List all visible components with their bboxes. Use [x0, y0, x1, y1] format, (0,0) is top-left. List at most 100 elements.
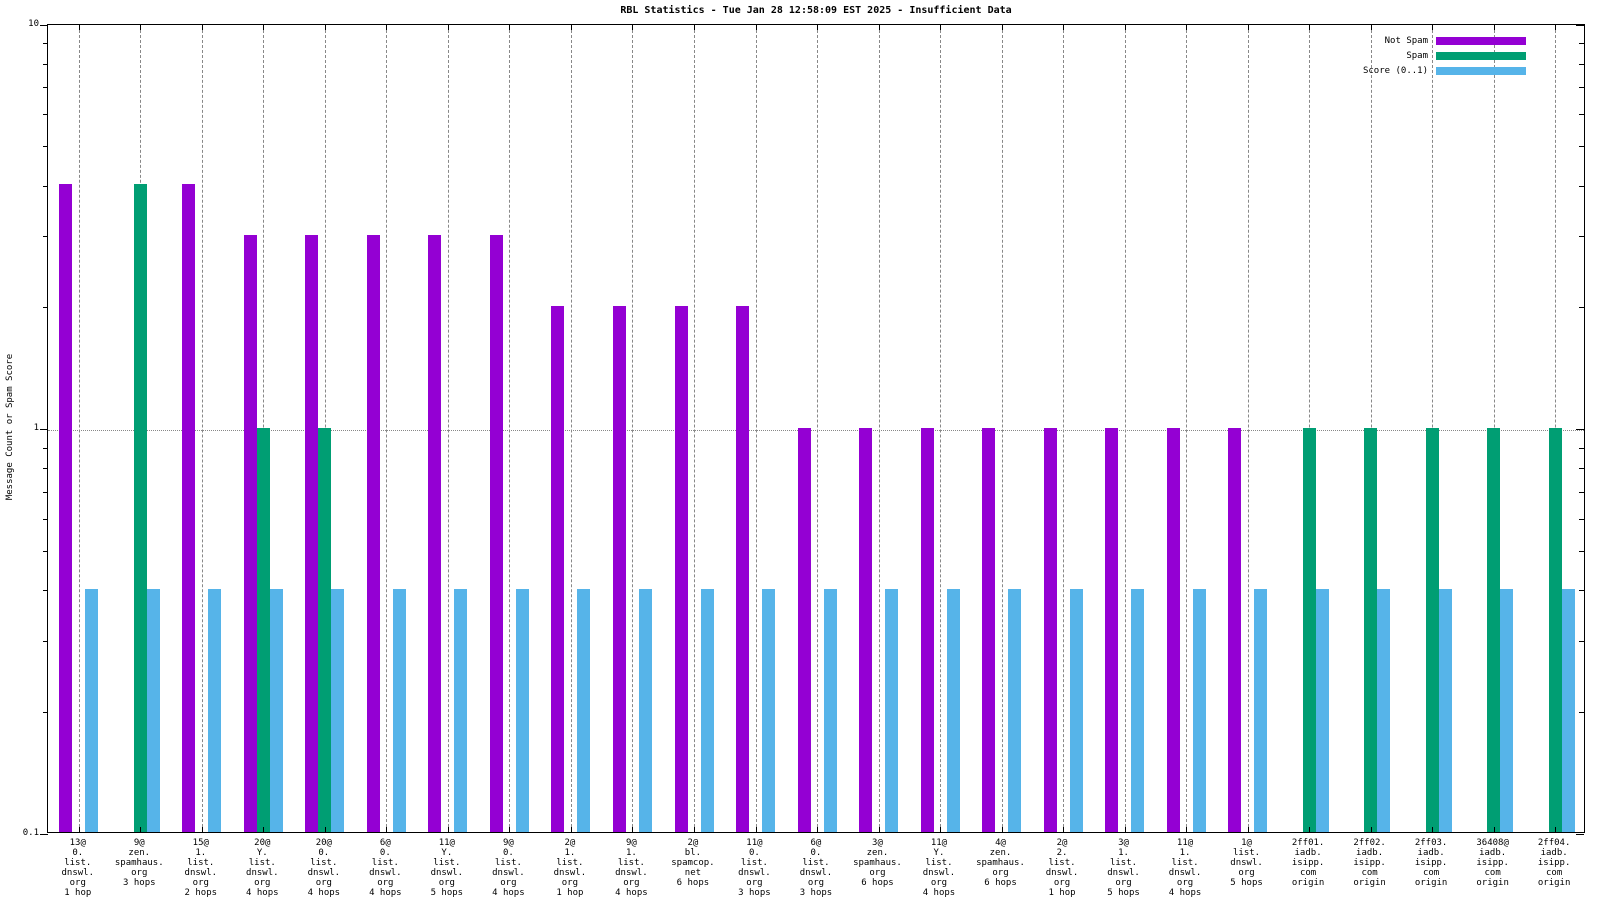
bar-score	[85, 588, 99, 832]
bar-score-slot	[1377, 588, 1391, 832]
y-tick-minor-right	[1579, 447, 1584, 449]
x-tick-top	[878, 25, 880, 30]
bar-score-slot	[1131, 588, 1145, 832]
gridline-y1	[48, 429, 1584, 431]
legend: Not Spam Spam Score (0..1)	[1363, 33, 1526, 78]
bar-group	[1474, 427, 1514, 832]
bar-score-slot	[146, 588, 160, 832]
x-gridline	[940, 25, 941, 832]
bar-score-slot	[946, 588, 960, 832]
y-tick-minor-left	[43, 236, 48, 237]
x-tick-bottom	[632, 827, 634, 832]
bar-not-spam	[982, 427, 996, 832]
bar-not-spam-slot	[428, 234, 442, 832]
bar-not-spam-slot	[366, 234, 380, 832]
x-tick-top	[1124, 25, 1126, 30]
x-tick-top	[324, 25, 326, 30]
bar-spam	[1302, 427, 1316, 832]
bar-score	[146, 588, 160, 832]
y-tick-minor-right	[1579, 640, 1584, 642]
x-category-label: 2ff01. iadb. isipp. com origin	[1291, 838, 1325, 888]
bar-score-slot	[331, 588, 345, 832]
bar-not-spam-slot	[797, 427, 811, 832]
bar-score-slot	[823, 588, 837, 832]
x-gridline	[386, 25, 388, 832]
bar-group	[982, 427, 1022, 832]
y-tick-minor-right	[1579, 146, 1584, 148]
bar-not-spam	[1043, 427, 1057, 832]
legend-row: Score (0..1)	[1363, 63, 1526, 78]
bar-group	[243, 234, 283, 832]
x-tick-top	[1432, 25, 1434, 30]
y-tick-major-left	[40, 429, 48, 430]
x-gridline	[1063, 25, 1065, 832]
x-tick-top	[1309, 25, 1311, 30]
bar-not-spam	[736, 305, 749, 832]
bar-score-slot	[700, 588, 714, 832]
x-tick-bottom	[386, 827, 388, 832]
x-category-label: 6@ 0. list. dnswl. org 3 hops	[799, 838, 833, 898]
bar-score-slot	[269, 588, 283, 832]
bar-score	[823, 588, 837, 832]
x-tick-bottom	[878, 827, 880, 832]
bar-not-spam	[612, 305, 626, 832]
y-tick-minor-right	[1579, 711, 1584, 713]
x-tick-top	[1001, 25, 1003, 30]
x-tick-bottom	[509, 827, 511, 832]
bar-not-spam-slot	[982, 427, 996, 832]
x-gridline	[755, 25, 757, 832]
x-category-label: 1@ list. dnswl. org 5 hops	[1230, 838, 1263, 888]
bar-spam-slot	[133, 184, 147, 832]
x-gridline	[1124, 25, 1126, 832]
x-tick-top	[201, 25, 203, 30]
bar-score	[515, 588, 529, 832]
bar-spam-slot	[256, 427, 270, 832]
bar-score	[331, 588, 345, 832]
bar-not-spam	[182, 184, 196, 832]
x-tick-top	[509, 25, 511, 30]
x-gridline	[694, 25, 695, 832]
bar-not-spam	[920, 427, 934, 832]
x-category-label: 9@ 1. list. dnswl. org 4 hops	[615, 838, 648, 898]
x-category-label: 9@ 0. list. dnswl. org 4 hops	[492, 838, 525, 898]
x-tick-bottom	[755, 827, 757, 832]
x-tick-bottom	[694, 827, 695, 832]
bar-spam-slot	[1425, 427, 1439, 832]
bar-score-slot	[454, 588, 468, 832]
bar-group	[1105, 427, 1145, 832]
x-category-label: 20@ 0. list. dnswl. org 4 hops	[307, 838, 341, 898]
x-category-label: 11@ Y. list. dnswl. org 5 hops	[430, 838, 464, 898]
bar-group	[736, 305, 775, 832]
x-tick-top	[632, 25, 634, 30]
x-category-label: 13@ 0. list. dnswl. org 1 hop	[61, 838, 95, 898]
x-gridline	[817, 25, 818, 832]
bar-spam	[1364, 427, 1378, 832]
x-category-label: 3@ 1. list. dnswl. org 5 hops	[1107, 838, 1140, 898]
x-category-label: 3@ zen. spamhaus. org 6 hops	[853, 838, 902, 888]
legend-row: Not Spam	[1363, 33, 1526, 48]
bar-score	[1561, 588, 1575, 832]
bar-group	[674, 305, 714, 832]
bar-not-spam	[859, 427, 872, 832]
x-tick-top	[140, 25, 142, 30]
bar-score	[269, 588, 283, 832]
bar-group	[1413, 427, 1452, 832]
bar-group	[797, 427, 837, 832]
bar-group	[366, 234, 406, 832]
bar-group	[612, 305, 652, 832]
bar-not-spam-slot	[489, 234, 503, 832]
bar-group	[182, 184, 222, 832]
bar-score-slot	[1069, 588, 1083, 832]
bar-score-slot	[85, 588, 99, 832]
bar-group	[1228, 427, 1268, 832]
legend-row: Spam	[1363, 48, 1526, 63]
y-tick-major-right	[1576, 833, 1584, 835]
bar-spam	[1548, 427, 1562, 832]
bar-spam	[1425, 427, 1439, 832]
y-tick-label: 1	[33, 423, 39, 433]
y-tick-minor-left	[43, 518, 48, 520]
x-tick-bottom	[263, 827, 265, 832]
y-tick-major-left	[40, 833, 48, 835]
bar-group	[305, 234, 345, 832]
